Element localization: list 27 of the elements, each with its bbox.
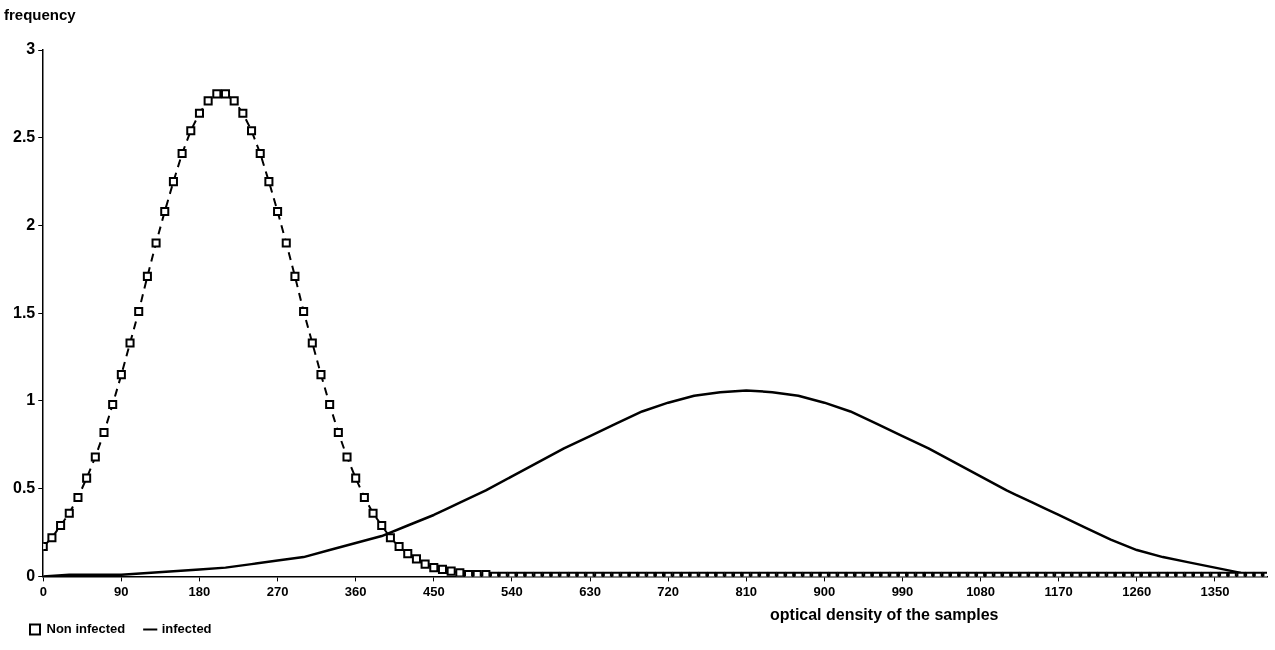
y-axis-title: frequency xyxy=(4,6,76,23)
x-tick-label: 270 xyxy=(266,583,289,599)
x-tick-label: 900 xyxy=(813,583,836,599)
y-tick-label: 0 xyxy=(26,566,36,584)
y-tick-label: 0.5 xyxy=(12,479,36,497)
x-tick-label: 90 xyxy=(114,583,129,599)
x-tick-label: 1080 xyxy=(966,583,996,599)
x-tick-label: 810 xyxy=(735,583,758,599)
x-tick-label: 450 xyxy=(422,583,445,599)
x-tick-label: 1170 xyxy=(1044,583,1073,599)
x-tick-label: 540 xyxy=(501,583,523,599)
y-tick-label: 1.5 xyxy=(12,303,36,321)
x-tick-label: 1350 xyxy=(1200,583,1230,599)
y-tick-label: 3 xyxy=(26,40,36,58)
legend-label: Non infected xyxy=(46,621,126,637)
y-tick-label: 1 xyxy=(26,391,36,409)
legend-label: infected xyxy=(161,621,212,637)
x-tick-label: 0 xyxy=(39,583,47,599)
x-tick-label: 990 xyxy=(891,583,914,599)
x-axis-title: optical density of the samples xyxy=(770,606,999,624)
x-tick-label: 720 xyxy=(657,583,679,599)
y-tick-label: 2 xyxy=(26,215,36,233)
x-tick-label: 360 xyxy=(344,583,367,599)
y-tick-label: 2.5 xyxy=(12,128,36,146)
x-tick-label: 1260 xyxy=(1122,583,1152,599)
x-tick-label: 180 xyxy=(188,583,211,599)
x-tick-label: 630 xyxy=(579,583,601,599)
